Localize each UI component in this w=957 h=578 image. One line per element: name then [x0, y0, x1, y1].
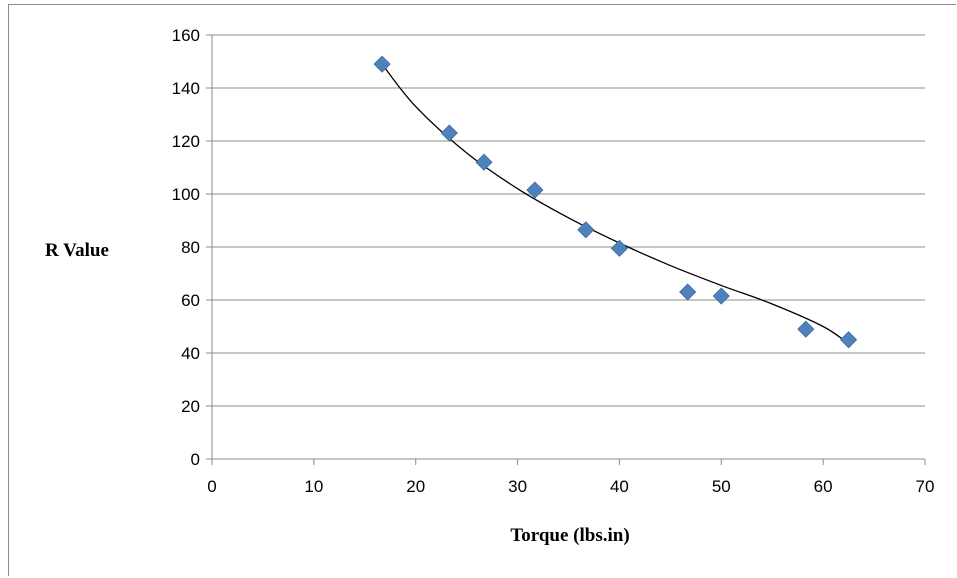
axes: [206, 34, 926, 465]
y-tick-label: 20: [181, 397, 200, 416]
x-tick-label: 60: [814, 477, 833, 496]
y-axis-title: R Value: [45, 240, 109, 261]
x-tick-label: 50: [712, 477, 731, 496]
x-tick-label: 40: [610, 477, 629, 496]
data-point-marker: [840, 331, 858, 349]
x-tick-labels: 0 10 20 30 40 50 60 70: [207, 477, 934, 496]
data-points: [373, 55, 858, 349]
data-point-marker: [373, 55, 391, 73]
y-tick-label: 140: [172, 79, 200, 98]
data-point-marker: [712, 287, 730, 305]
data-point-marker: [475, 153, 493, 171]
data-point-marker: [440, 124, 458, 142]
gridlines: [212, 34, 925, 407]
y-tick-label: 60: [181, 291, 200, 310]
x-tick-label: 70: [916, 477, 935, 496]
y-tick-label: 40: [181, 344, 200, 363]
data-point-marker: [526, 181, 544, 199]
trendline: [381, 63, 849, 345]
data-point-marker: [679, 283, 697, 301]
chart-frame: [8, 4, 956, 576]
x-axis-title: Torque (lbs.in): [510, 525, 629, 546]
x-tick-label: 0: [207, 477, 216, 496]
x-tick-label: 30: [508, 477, 527, 496]
data-point-marker: [610, 239, 628, 257]
y-tick-label: 80: [181, 238, 200, 257]
x-tick-label: 10: [304, 477, 323, 496]
y-tick-label: 120: [172, 132, 200, 151]
x-tick-label: 20: [406, 477, 425, 496]
y-tick-label: 0: [191, 450, 200, 469]
y-tick-label: 100: [172, 185, 200, 204]
y-tick-label: 160: [172, 26, 200, 45]
data-point-marker: [797, 320, 815, 338]
data-point-marker: [577, 221, 595, 239]
y-tick-labels: 0 20 40 60 80 100 120 140 160: [172, 26, 200, 469]
